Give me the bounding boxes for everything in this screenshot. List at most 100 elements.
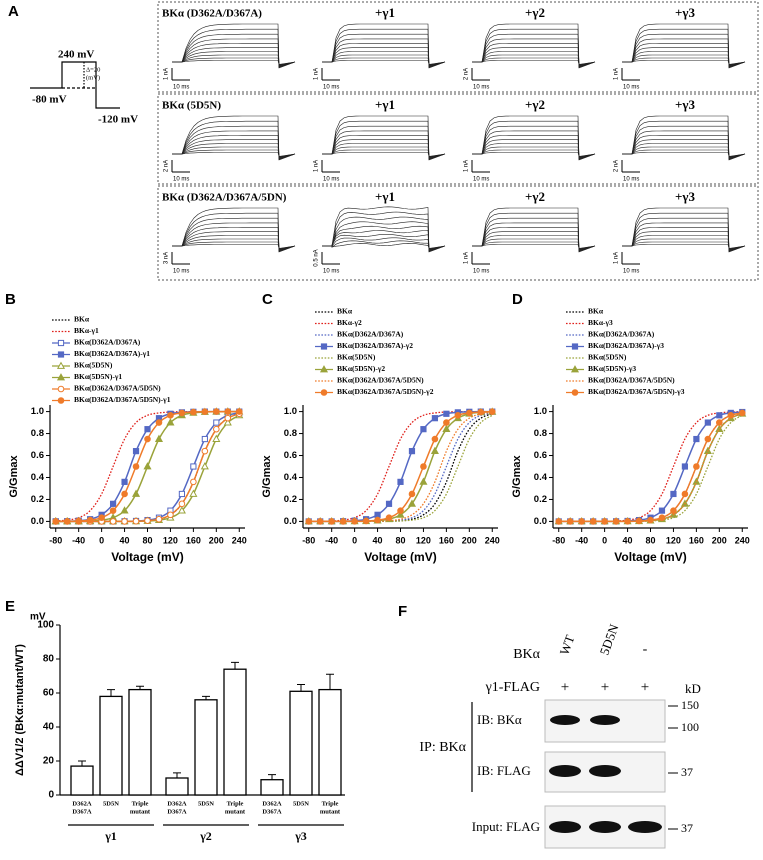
mw-marker: 37 <box>681 821 693 835</box>
error-bar <box>231 661 239 670</box>
error-bar <box>326 673 334 690</box>
current-trace <box>622 139 746 159</box>
fit-curve <box>308 413 493 523</box>
fit-curve <box>308 410 493 523</box>
x-tick-label: 120 <box>416 535 431 545</box>
data-point <box>201 447 209 455</box>
legend-marker <box>56 373 66 381</box>
current-trace <box>322 57 446 66</box>
time-scale: 10 ms <box>623 177 639 183</box>
data-point <box>374 516 381 524</box>
current-trace <box>472 54 596 66</box>
data-point <box>109 507 117 514</box>
data-point <box>223 418 232 426</box>
data-point <box>430 446 439 455</box>
data-point <box>658 507 666 514</box>
lane-label: 5D5N <box>597 621 622 657</box>
current-trace <box>322 43 446 67</box>
blot-label: IB: FLAG <box>477 763 531 778</box>
current-trace <box>472 152 596 157</box>
data-point <box>385 514 393 521</box>
x-tick-label: D362A <box>72 800 91 807</box>
x-tick-label: -80 <box>552 535 565 545</box>
y-tick-label: 100 <box>37 620 54 631</box>
current-trace <box>322 216 446 252</box>
data-point <box>612 518 620 525</box>
x-tick-label: -80 <box>49 535 62 545</box>
current-trace <box>172 115 296 161</box>
x-tick-label: D367A <box>167 808 186 815</box>
trace-box <box>157 185 759 281</box>
x-tick-label: D367A <box>72 808 91 815</box>
data-point <box>555 518 563 525</box>
y-tick-label: 0.0 <box>31 516 44 527</box>
time-scale: 10 ms <box>323 269 339 275</box>
current-trace <box>322 33 446 68</box>
current-trace <box>322 47 446 67</box>
current-trace <box>472 120 596 161</box>
current-trace <box>622 54 746 66</box>
legend-label: BKα-γ2 <box>337 318 362 327</box>
data-point <box>431 415 439 422</box>
legend-label: BKα(5D5N) <box>337 353 376 362</box>
panel-label: D <box>512 291 523 308</box>
x-tick-label: 5D5N <box>198 800 214 807</box>
trace-title: +γ2 <box>525 5 545 20</box>
current-trace <box>622 227 746 251</box>
current-scale: 1 nA <box>614 252 620 264</box>
y-tick-label: 0.4 <box>534 472 548 483</box>
bar <box>70 765 94 796</box>
fit-curve <box>558 413 743 523</box>
data-point <box>178 500 186 508</box>
bar <box>194 699 218 796</box>
trace-family <box>322 206 446 253</box>
current-trace <box>472 115 596 161</box>
current-trace <box>172 212 296 253</box>
x-axis-label: Voltage (mV) <box>364 550 436 564</box>
lane-label: WT <box>557 633 578 657</box>
current-trace <box>172 217 296 252</box>
time-scale: 10 ms <box>623 85 639 91</box>
data-point <box>442 424 451 433</box>
x-tick-label: 5D5N <box>293 800 309 807</box>
legend-marker <box>320 343 328 350</box>
current-trace <box>172 125 296 160</box>
current-trace <box>622 135 746 159</box>
tag-mark: + <box>561 679 569 695</box>
x-tick-label: 0 <box>352 535 357 545</box>
error-bar <box>173 772 181 778</box>
current-trace <box>172 43 296 67</box>
current-trace <box>472 207 596 253</box>
x-tick-label: 200 <box>209 535 224 545</box>
legend-marker <box>571 343 579 350</box>
data-point <box>589 518 597 525</box>
trace-title: +γ3 <box>675 189 695 204</box>
current-trace <box>622 146 746 158</box>
current-trace <box>472 241 596 250</box>
legend-marker <box>57 339 65 347</box>
fit-curve <box>308 410 493 523</box>
current-trace <box>172 231 296 251</box>
current-trace <box>322 125 446 160</box>
y-tick-label: 0.2 <box>31 494 44 505</box>
data-point <box>443 419 450 426</box>
data-point <box>316 518 324 525</box>
data-point <box>200 462 209 470</box>
current-trace <box>472 38 596 68</box>
x-tick-label: -80 <box>302 535 315 545</box>
x-tick-label: 200 <box>462 535 477 545</box>
current-trace <box>322 221 446 252</box>
current-trace <box>622 238 746 250</box>
time-scale: 10 ms <box>323 85 339 91</box>
legend-marker <box>571 389 579 396</box>
legend-label: BKα(D362A/D367A)-γ1 <box>74 349 150 358</box>
current-trace <box>622 38 746 68</box>
current-trace <box>472 139 596 159</box>
data-point <box>178 490 186 498</box>
trace-title: BKα (D362A/D367A/5DN) <box>162 192 287 204</box>
current-trace <box>622 143 746 158</box>
unit-label: kD <box>685 681 701 696</box>
current-trace <box>322 139 446 159</box>
legend-marker <box>57 397 65 404</box>
x-tick-label: 80 <box>645 535 655 545</box>
